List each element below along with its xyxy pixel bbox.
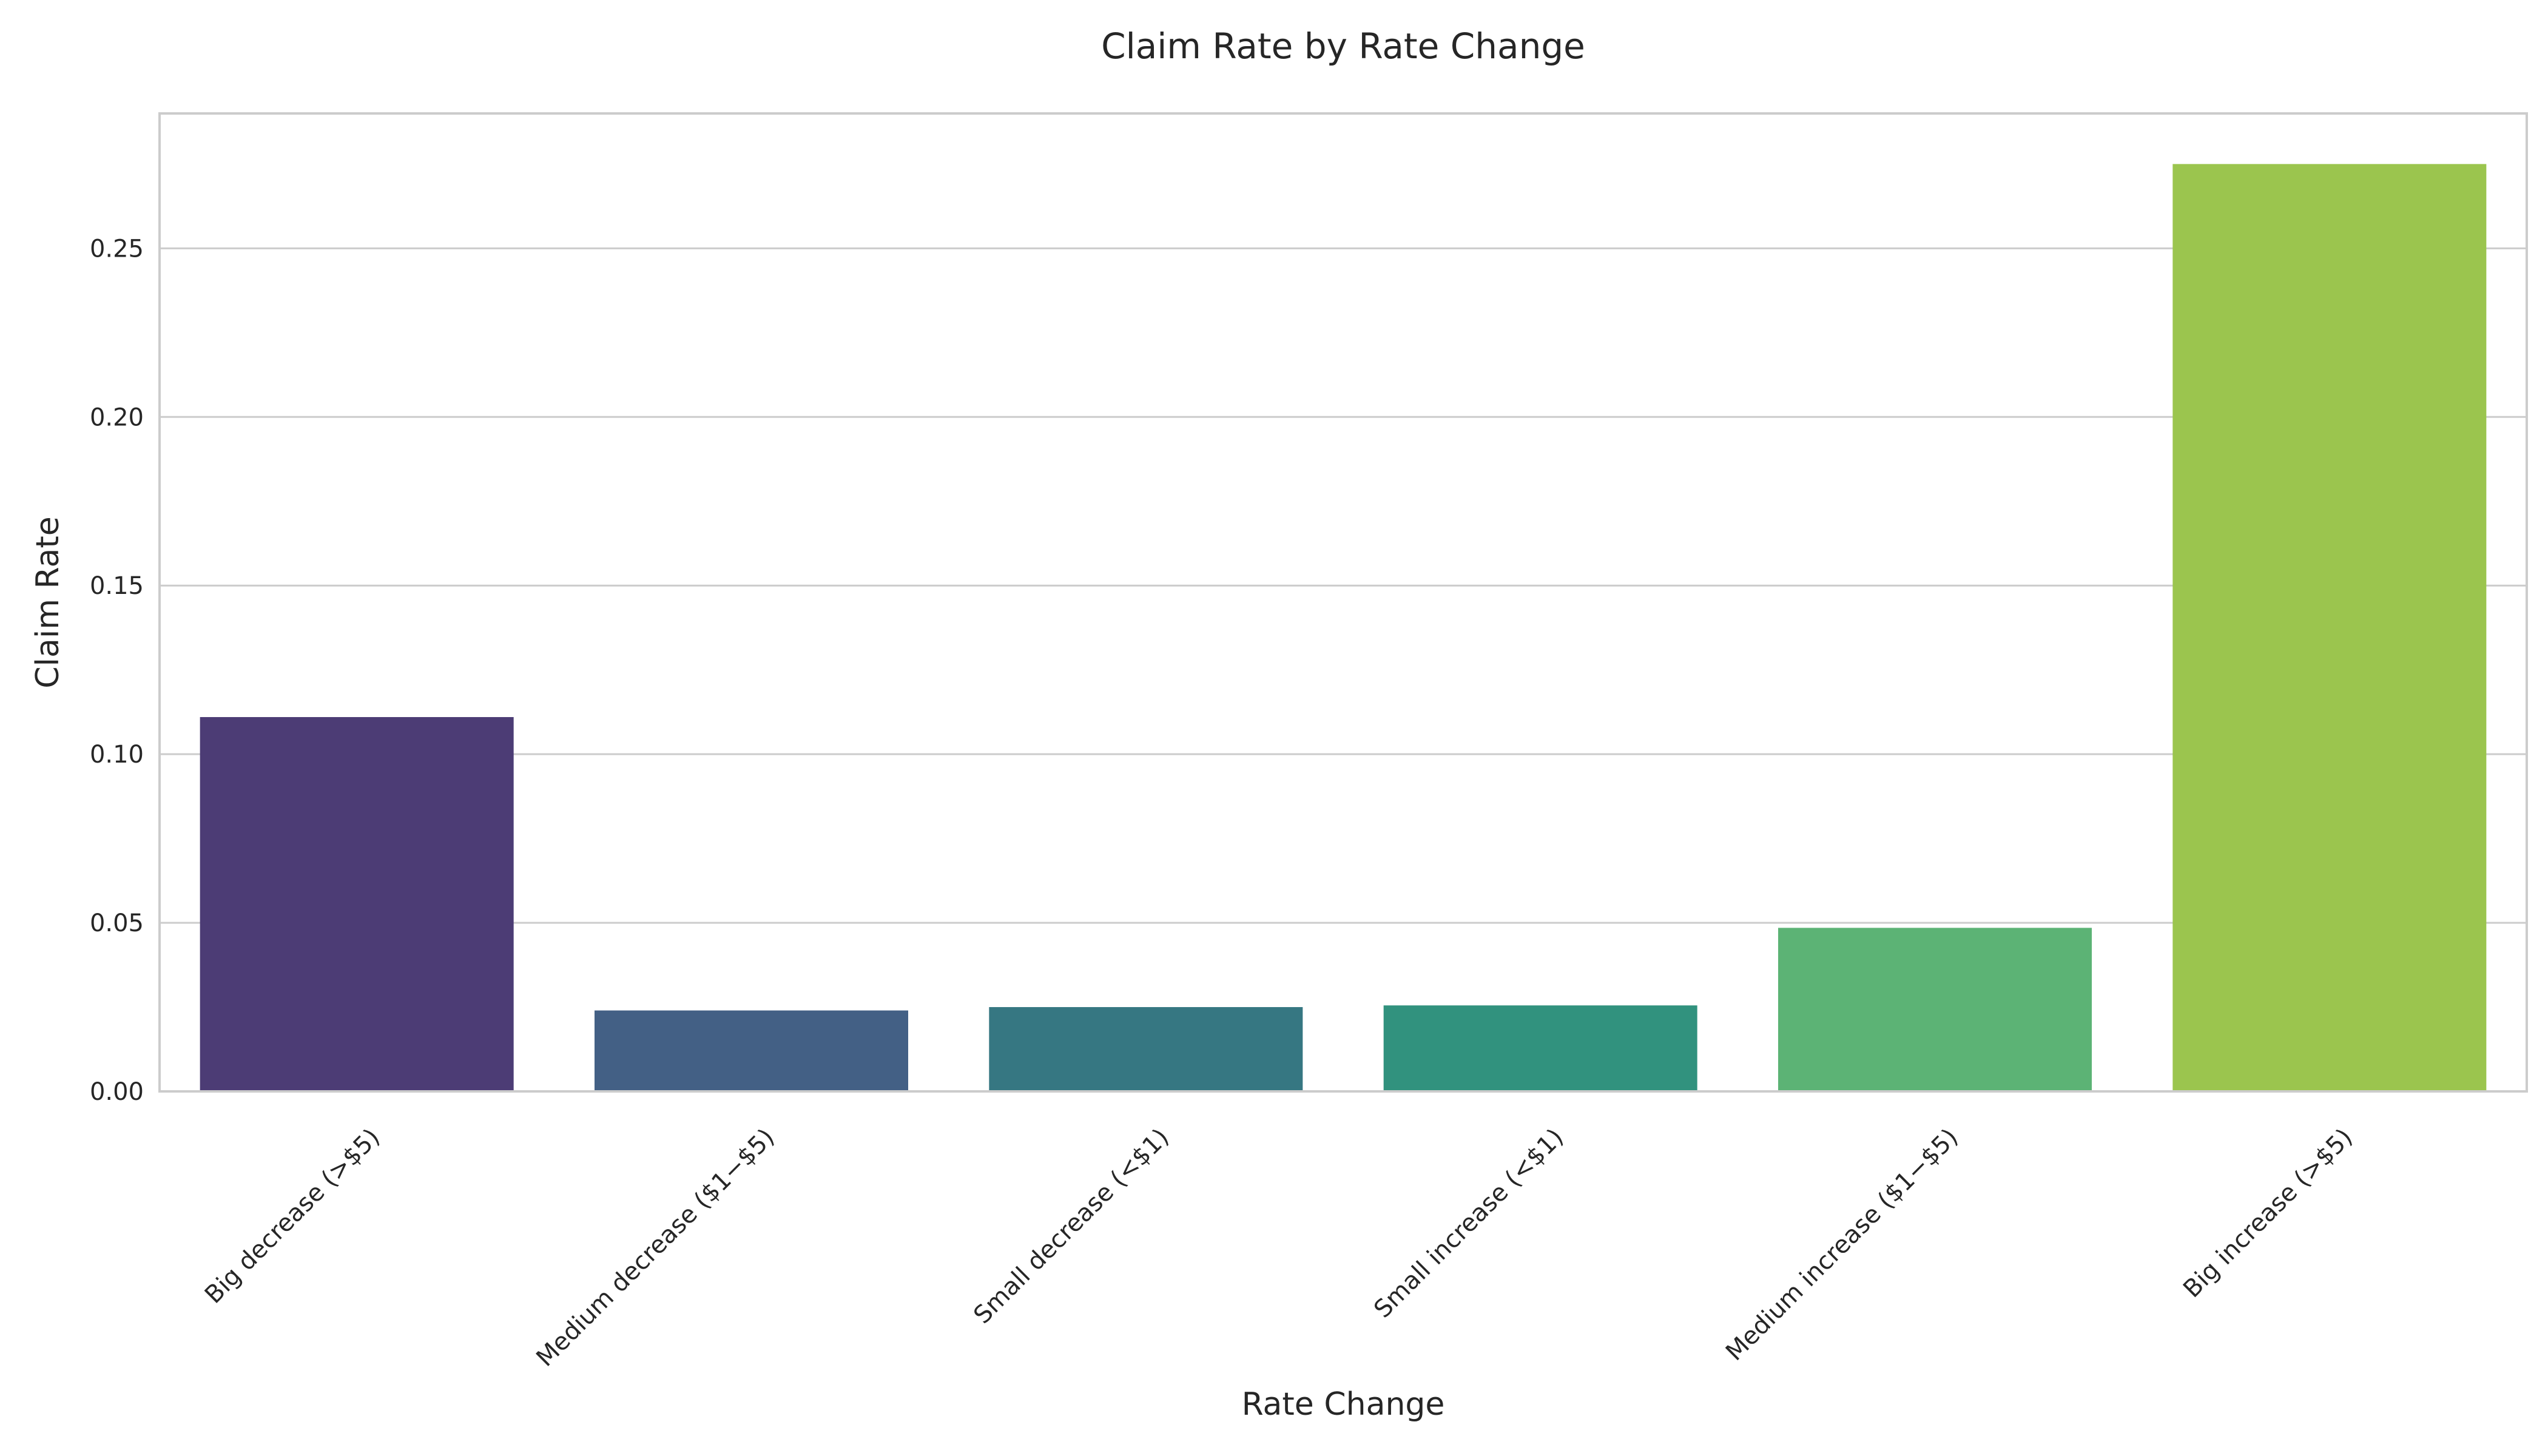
y-tick-label: 0.20 (90, 403, 144, 431)
x-axis-title: Rate Change (1242, 1386, 1445, 1423)
bar (1383, 1005, 1697, 1091)
plot-frame (158, 112, 2528, 1093)
y-tick-label: 0.15 (90, 572, 144, 600)
y-tick-label: 0.00 (90, 1078, 144, 1106)
bars (200, 164, 2487, 1092)
y-tick-label: 0.25 (90, 235, 144, 263)
y-tick-label: 0.05 (90, 909, 144, 937)
chart-title: Claim Rate by Rate Change (1101, 25, 1585, 67)
bar (1778, 928, 2092, 1091)
bar (2172, 164, 2487, 1092)
bar (989, 1007, 1303, 1091)
gridlines (160, 247, 2527, 924)
bar (200, 716, 514, 1091)
y-tick-label: 0.10 (90, 741, 144, 769)
y-axis-title: Claim Rate (30, 516, 66, 689)
y-tick-labels: 0.00 0.05 0.10 0.15 0.20 0.25 (90, 235, 144, 1106)
bar (594, 1010, 909, 1091)
